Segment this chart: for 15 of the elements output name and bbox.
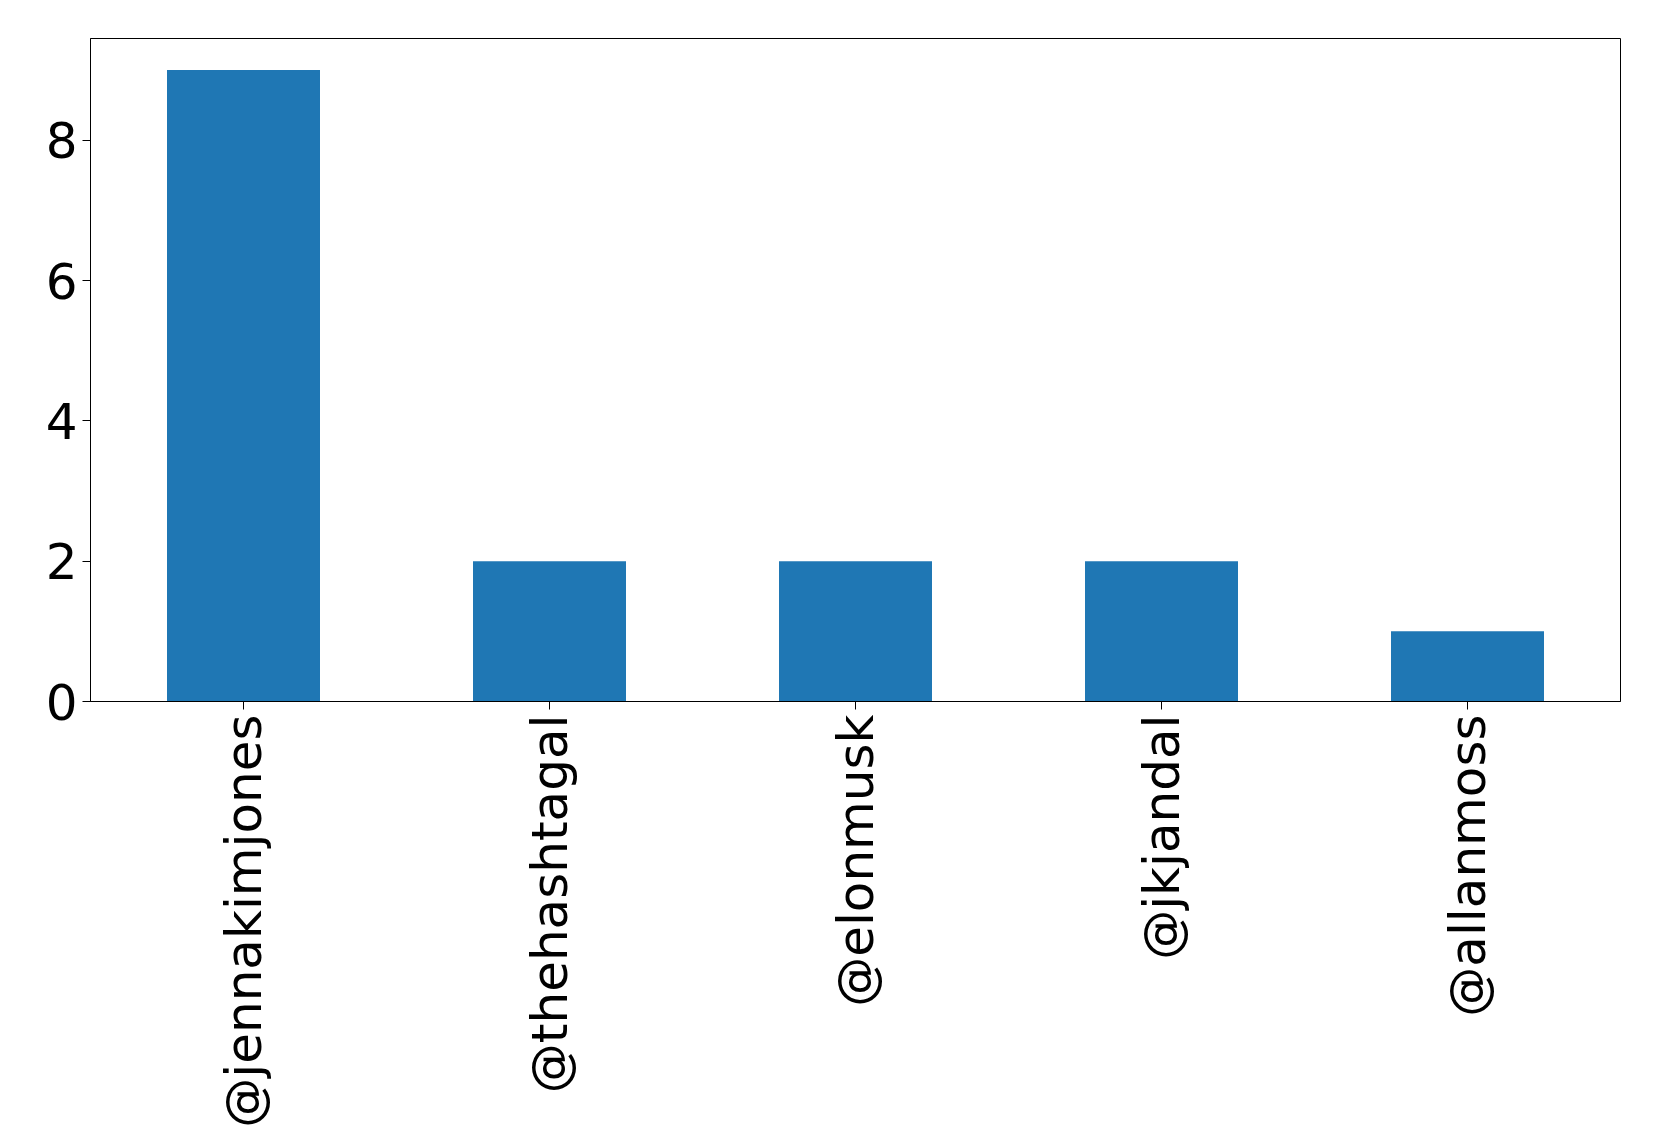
bar	[779, 561, 932, 702]
y-tick-label: 4	[45, 392, 78, 451]
x-tick-label: @allanmoss	[1438, 714, 1497, 1017]
x-tick-label: @elonmusk	[826, 714, 885, 1007]
y-tick-label: 0	[45, 673, 78, 732]
x-tick-label: @jkjandal	[1132, 714, 1191, 960]
bar	[473, 561, 626, 702]
x-tick-label: @thehashtagal	[520, 714, 579, 1094]
y-tick-label: 2	[45, 533, 78, 592]
bar	[1391, 631, 1544, 702]
y-tick-label: 8	[45, 112, 78, 171]
y-tick-label: 6	[45, 252, 78, 311]
bar	[1085, 561, 1238, 702]
bar	[167, 70, 320, 702]
x-tick-label: @jennakimjones	[214, 714, 273, 1128]
